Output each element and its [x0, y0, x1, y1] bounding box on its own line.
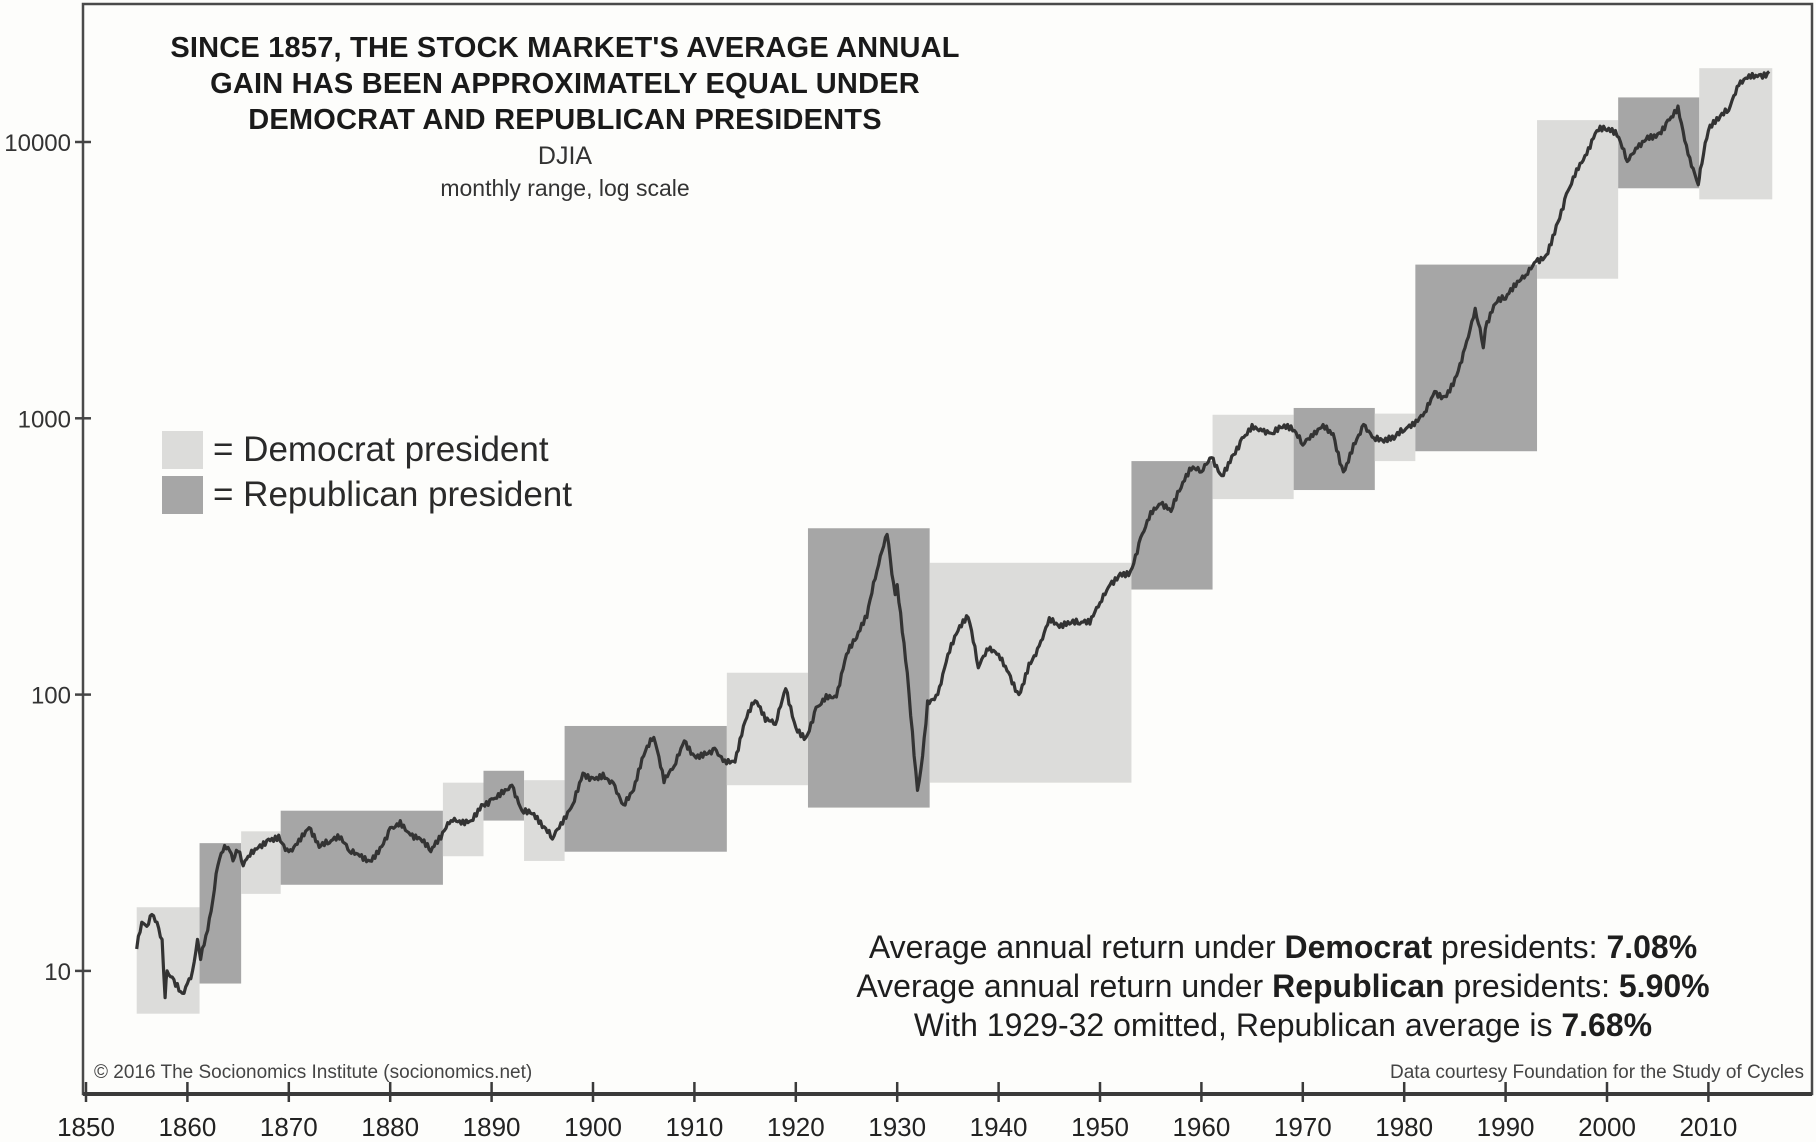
- stat-party: Republican: [1272, 968, 1445, 1004]
- y-tick-label: 100: [31, 683, 71, 710]
- copyright-credit: © 2016 The Socionomics Institute (socion…: [94, 1062, 533, 1083]
- republican-term-box: [1131, 461, 1213, 590]
- x-tick-label: 1940: [970, 1112, 1028, 1142]
- republican-term-box: [1293, 407, 1375, 491]
- x-tick-label: 1920: [767, 1112, 825, 1142]
- stat-text: Average annual return under: [868, 929, 1285, 965]
- republican-term-box: [199, 843, 242, 984]
- y-tick-label: 1000: [18, 406, 71, 433]
- y-tick-label: 10000: [4, 130, 71, 157]
- stat-party: Democrat: [1284, 929, 1433, 965]
- stat-value-republican: 5.90%: [1618, 968, 1710, 1004]
- democrat-term-box: [1537, 120, 1619, 279]
- stat-value-democrat: 7.08%: [1606, 929, 1698, 965]
- stat-republican: Average annual return under Republican p…: [803, 967, 1763, 1006]
- republican-term-box: [483, 770, 525, 821]
- legend-swatch-democrat: [162, 431, 203, 469]
- stat-value-omitted: 7.68%: [1561, 1007, 1653, 1043]
- x-axis: 1850 1860 1870 1880 1890 1900 1910 1920 1930 1940…: [57, 1082, 1812, 1142]
- x-tick-label: 1990: [1477, 1112, 1535, 1142]
- stat-omitted: With 1929-32 omitted, Republican average…: [803, 1006, 1763, 1045]
- legend-label-republican: = Republican president: [213, 475, 572, 514]
- republican-term-box: [807, 528, 930, 808]
- data-source-credit: Data courtesy Foundation for the Study o…: [1390, 1062, 1804, 1083]
- chart-title-line: GAIN HAS BEEN APPROXIMATELY EQUAL UNDER: [210, 68, 920, 100]
- y-axis: 10 100 1000 10000: [4, 130, 91, 986]
- democrat-term-box: [524, 780, 565, 861]
- series-layer: [135, 70, 1771, 1000]
- x-tick-label: 1900: [564, 1112, 622, 1142]
- djia-series-line: [135, 70, 1771, 1000]
- stat-text: presidents:: [1432, 929, 1607, 965]
- republican-term-box: [280, 810, 443, 885]
- stat-text: With 1929-32 omitted, Republican average…: [913, 1007, 1562, 1043]
- legend-entry-democrat: = Democrat president: [162, 428, 572, 472]
- legend-swatch-republican: [162, 476, 203, 514]
- y-tick-label: 10: [44, 959, 71, 986]
- x-tick-label: 1950: [1071, 1112, 1129, 1142]
- presidential-term-boxes: [136, 68, 1773, 1014]
- x-tick-label: 1870: [260, 1112, 318, 1142]
- x-tick-label: 2000: [1578, 1112, 1636, 1142]
- chart-subtitle-scale: monthly range, log scale: [440, 175, 690, 201]
- republican-term-box: [564, 725, 727, 852]
- chart-title-block: SINCE 1857, THE STOCK MARKET'S AVERAGE A…: [100, 30, 1030, 204]
- x-tick-label: 1960: [1172, 1112, 1230, 1142]
- x-tick-label: 1910: [665, 1112, 723, 1142]
- legend-entry-republican: = Republican president: [162, 473, 572, 517]
- stat-text: presidents:: [1444, 968, 1619, 1004]
- x-tick-label: 1850: [57, 1112, 115, 1142]
- democrat-term-box: [929, 562, 1132, 783]
- x-tick-label: 1890: [463, 1112, 521, 1142]
- stat-democrat: Average annual return under Democrat pre…: [803, 928, 1763, 967]
- chart-title-line: SINCE 1857, THE STOCK MARKET'S AVERAGE A…: [170, 32, 960, 64]
- democrat-term-box: [136, 907, 200, 1014]
- x-tick-label: 1970: [1274, 1112, 1332, 1142]
- legend: = Democrat president = Republican presid…: [162, 428, 572, 518]
- x-tick-label: 1980: [1375, 1112, 1433, 1142]
- x-tick-label: 1860: [158, 1112, 216, 1142]
- x-tick-label: 1880: [361, 1112, 419, 1142]
- democrat-term-box: [726, 672, 808, 786]
- chart-subtitle: DJIA: [537, 142, 593, 170]
- legend-label-democrat: = Democrat president: [213, 430, 549, 469]
- chart-title-line: DEMOCRAT AND REPUBLICAN PRESIDENTS: [248, 104, 882, 136]
- stat-text: Average annual return under: [856, 968, 1273, 1004]
- x-tick-label: 2010: [1679, 1112, 1737, 1142]
- republican-term-box: [1415, 264, 1538, 452]
- x-tick-label: 1930: [868, 1112, 926, 1142]
